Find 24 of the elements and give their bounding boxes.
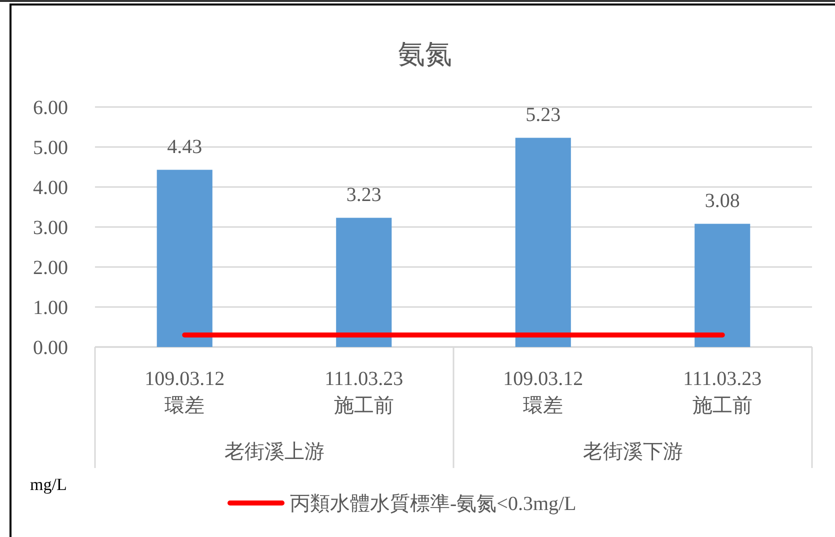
y-tick-label: 1.00: [33, 297, 68, 319]
y-tick-label: 4.00: [33, 177, 68, 199]
x-tick-label: 111.03.23 施工前: [683, 368, 762, 417]
y-tick-label: 5.00: [33, 137, 68, 159]
data-label: 3.08: [704, 190, 740, 212]
x-tick-label: 109.03.12 環差: [503, 368, 584, 417]
text: 老街溪上游: [224, 441, 324, 463]
data-label: 4.43: [167, 136, 202, 158]
bar: [156, 170, 212, 347]
bar: [694, 224, 750, 347]
data-label: 3.23: [346, 184, 382, 206]
y-tick-label: 2.00: [33, 257, 68, 279]
y-tick-label: 6.00: [33, 97, 68, 119]
chart-title: 氨氮: [398, 39, 452, 69]
y-tick-label: 0.00: [33, 337, 68, 359]
text: 老街溪下游: [582, 441, 683, 463]
y-axis-title: mg/L: [30, 475, 67, 494]
bar: [515, 138, 571, 347]
y-tick-label: 3.00: [33, 217, 68, 239]
bar: [336, 218, 392, 347]
data-label: 5.23: [526, 104, 561, 126]
x-tick-label: 111.03.23 施工前: [324, 368, 404, 417]
x-tick-label: 109.03.12 環差: [144, 368, 225, 417]
legend-label: 丙類水體水質標準-氨氮<0.3mg/L: [290, 493, 576, 515]
